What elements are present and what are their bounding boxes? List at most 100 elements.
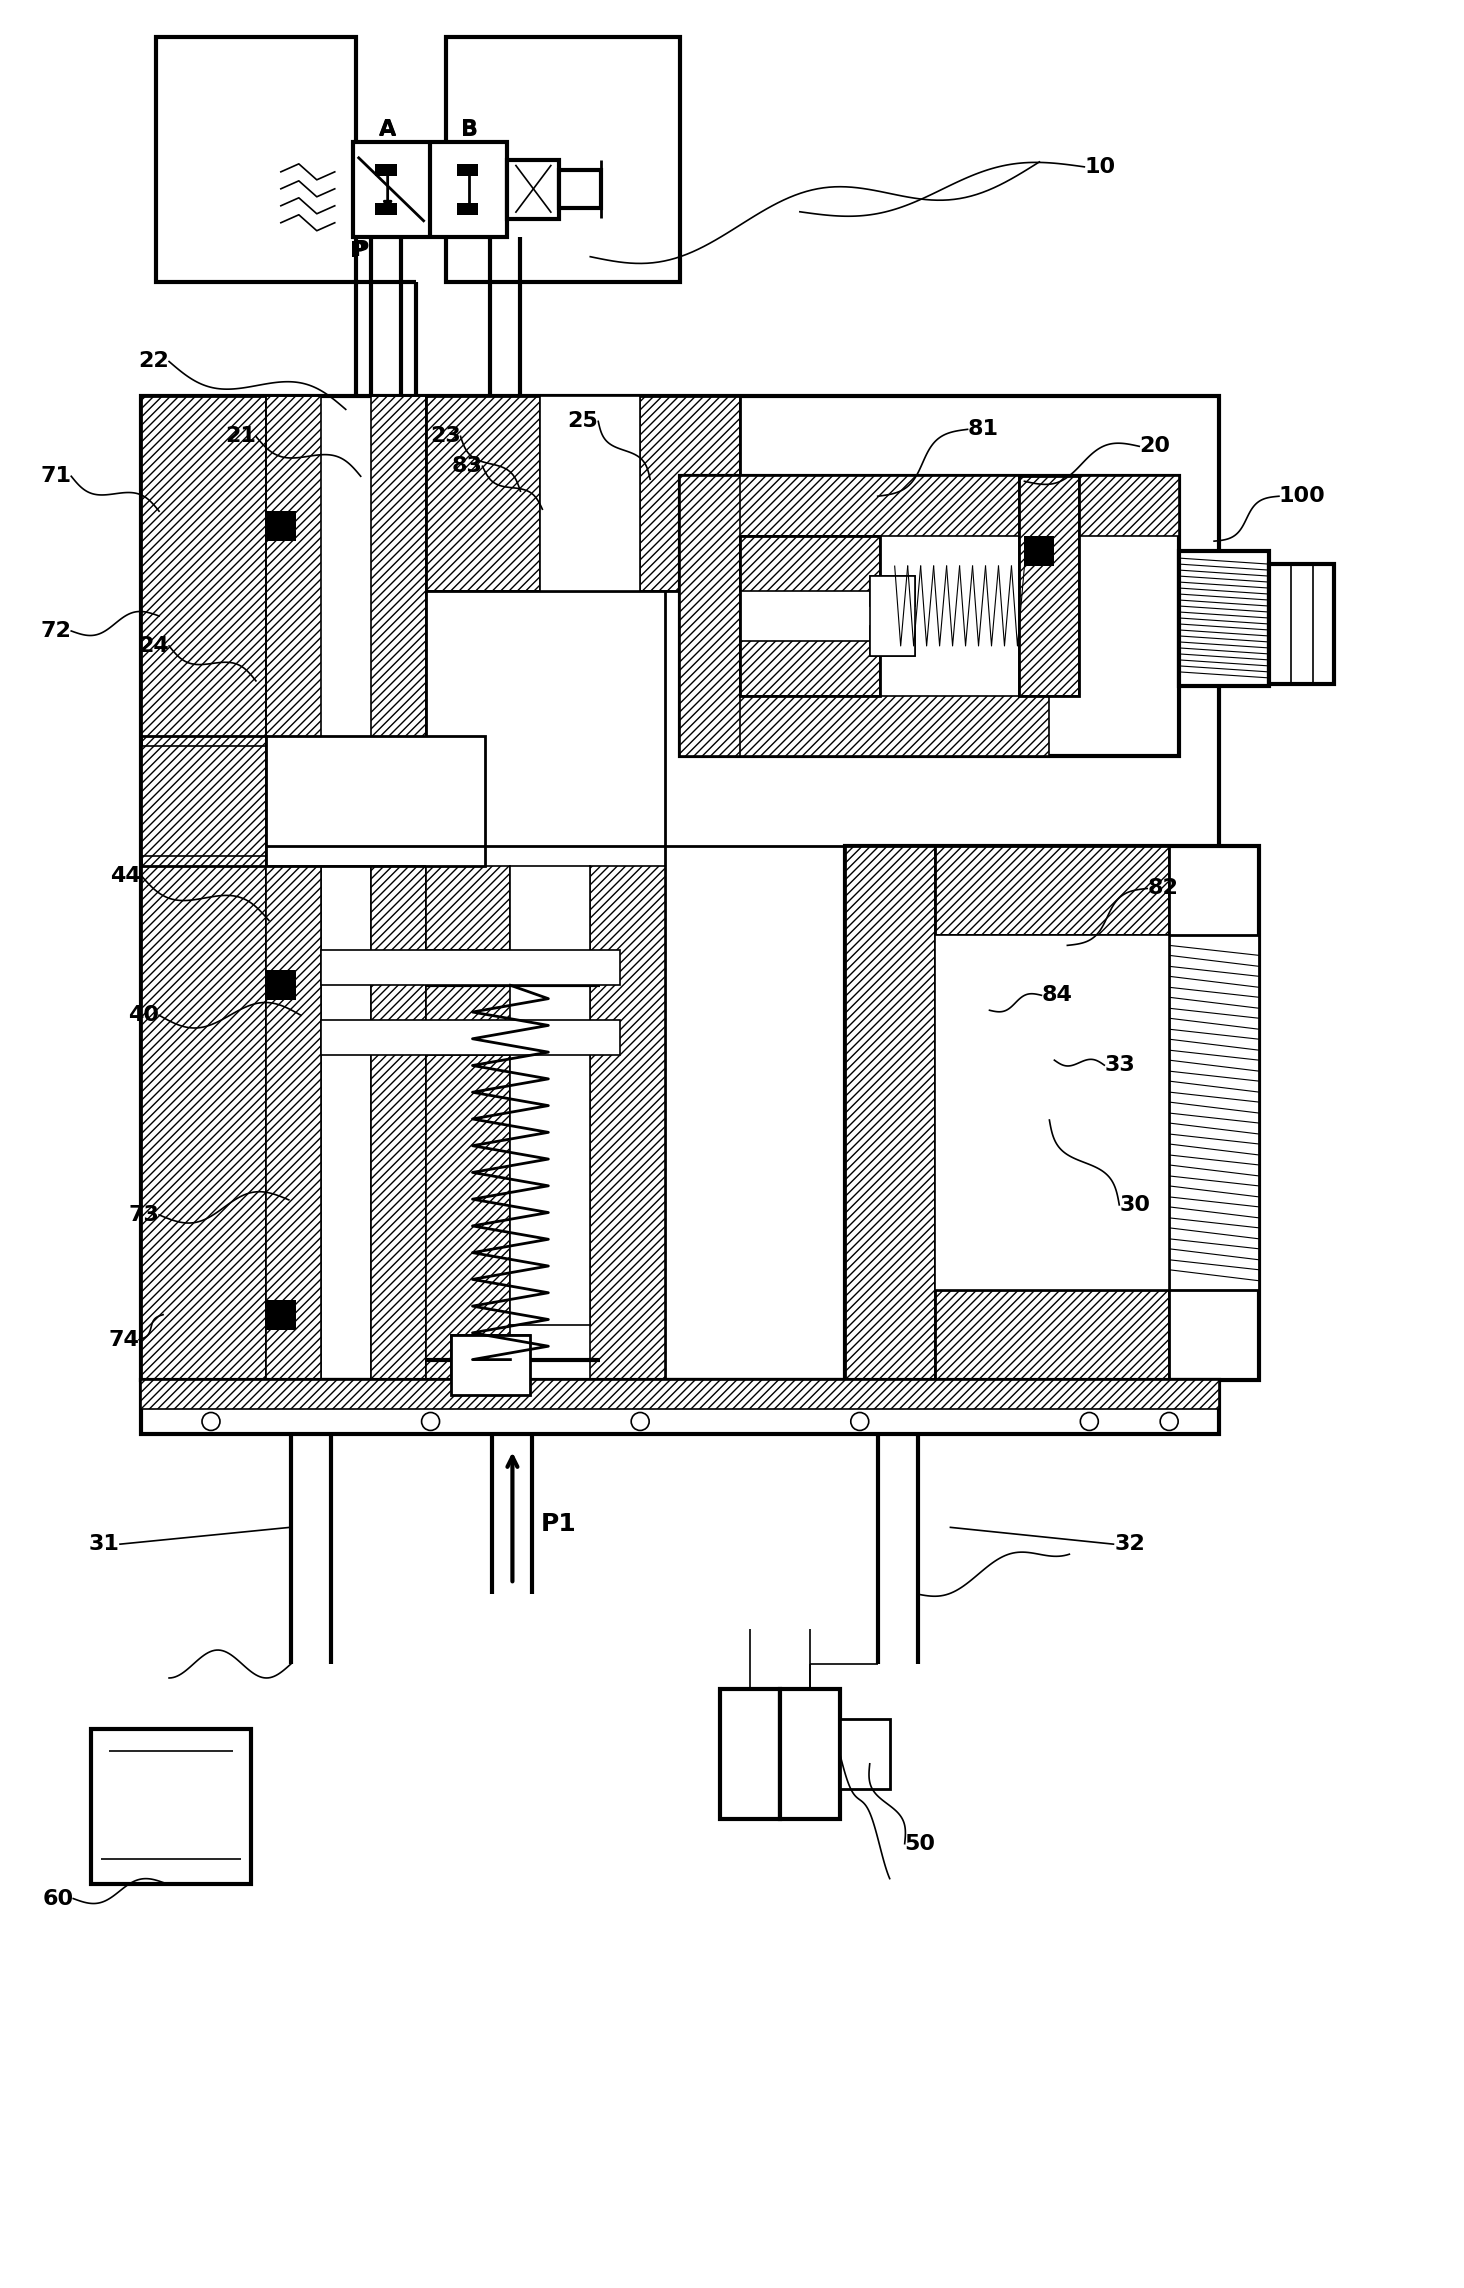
Text: 31: 31 <box>88 1535 119 1554</box>
Bar <box>266 737 486 865</box>
Bar <box>426 950 520 1055</box>
Text: 33: 33 <box>1104 1055 1135 1075</box>
Bar <box>426 396 540 590</box>
Text: 23: 23 <box>430 426 461 446</box>
Circle shape <box>422 1412 439 1430</box>
Text: 82: 82 <box>1148 879 1179 899</box>
Bar <box>426 590 665 1380</box>
Text: 24: 24 <box>138 636 168 657</box>
Text: 100: 100 <box>1280 487 1326 506</box>
Text: 44: 44 <box>110 865 141 885</box>
Bar <box>845 847 1170 936</box>
Bar <box>321 1020 621 1055</box>
Text: 71: 71 <box>40 467 72 487</box>
Bar <box>91 1730 250 1883</box>
Text: B: B <box>461 119 479 140</box>
Bar <box>1269 565 1334 684</box>
Circle shape <box>851 1412 868 1430</box>
Bar <box>870 577 915 657</box>
Text: 32: 32 <box>1114 1535 1145 1554</box>
Bar <box>590 865 665 1380</box>
Bar <box>1025 535 1054 565</box>
Bar <box>681 476 739 755</box>
Bar <box>681 476 1179 535</box>
Text: 21: 21 <box>225 426 256 446</box>
Text: 83: 83 <box>451 455 483 476</box>
Bar <box>1170 936 1259 1290</box>
Circle shape <box>1159 1412 1179 1430</box>
Bar <box>370 865 426 1380</box>
Bar <box>1019 476 1079 696</box>
Bar <box>511 865 590 1325</box>
Bar <box>640 396 739 590</box>
Text: 40: 40 <box>127 1004 160 1025</box>
Bar <box>266 1300 296 1329</box>
Bar <box>426 396 739 590</box>
Bar <box>141 1380 1220 1409</box>
Bar <box>739 535 880 590</box>
Text: 84: 84 <box>1041 986 1072 1004</box>
Bar <box>934 936 1170 1290</box>
Bar <box>845 1290 1170 1380</box>
Bar <box>451 1334 530 1393</box>
Bar <box>870 627 915 657</box>
Text: 81: 81 <box>968 419 998 439</box>
Text: P1: P1 <box>540 1512 577 1535</box>
Bar <box>375 204 397 215</box>
Circle shape <box>1080 1412 1098 1430</box>
Bar <box>540 396 640 590</box>
Bar <box>457 165 479 176</box>
Bar <box>157 37 356 281</box>
Bar <box>141 737 266 865</box>
Bar <box>559 169 602 208</box>
Bar <box>870 577 915 606</box>
Bar <box>141 396 266 1380</box>
Bar <box>845 847 1259 1380</box>
Bar <box>141 1380 1220 1435</box>
Bar <box>1179 551 1269 686</box>
Bar <box>840 1718 890 1789</box>
Text: A: A <box>379 119 397 140</box>
Bar <box>457 204 479 215</box>
Circle shape <box>202 1412 220 1430</box>
Text: 22: 22 <box>138 352 168 371</box>
Bar <box>370 396 426 1380</box>
Bar <box>720 1689 780 1819</box>
Bar <box>780 1689 840 1819</box>
Bar <box>141 396 1220 1380</box>
Text: 50: 50 <box>905 1833 935 1853</box>
Bar <box>681 696 1050 755</box>
Text: B: B <box>461 119 479 140</box>
Bar <box>739 641 880 696</box>
Bar <box>845 847 934 1380</box>
Bar <box>321 950 621 986</box>
Bar <box>845 1290 1170 1380</box>
Bar <box>1019 476 1079 696</box>
Bar <box>266 510 296 542</box>
Text: 72: 72 <box>41 620 72 641</box>
Bar <box>445 37 681 281</box>
Circle shape <box>631 1412 649 1430</box>
Bar <box>375 165 397 176</box>
Bar <box>451 1334 530 1393</box>
Bar <box>681 476 1179 755</box>
Text: A: A <box>379 119 397 140</box>
Bar <box>353 142 508 236</box>
Bar <box>508 160 559 220</box>
Text: 25: 25 <box>568 412 599 432</box>
Text: 30: 30 <box>1120 1194 1151 1215</box>
Bar <box>845 847 934 1380</box>
Text: 10: 10 <box>1085 158 1116 176</box>
Bar <box>141 396 266 1380</box>
Bar <box>739 535 880 696</box>
Text: 20: 20 <box>1139 437 1170 455</box>
Bar <box>426 865 511 1380</box>
Bar <box>845 847 1170 936</box>
Text: P: P <box>350 240 366 261</box>
Text: 60: 60 <box>42 1888 73 1908</box>
Text: P: P <box>353 240 369 261</box>
Bar <box>266 396 426 1380</box>
Bar <box>141 746 266 856</box>
Bar <box>266 970 296 1000</box>
Text: 73: 73 <box>129 1206 160 1224</box>
